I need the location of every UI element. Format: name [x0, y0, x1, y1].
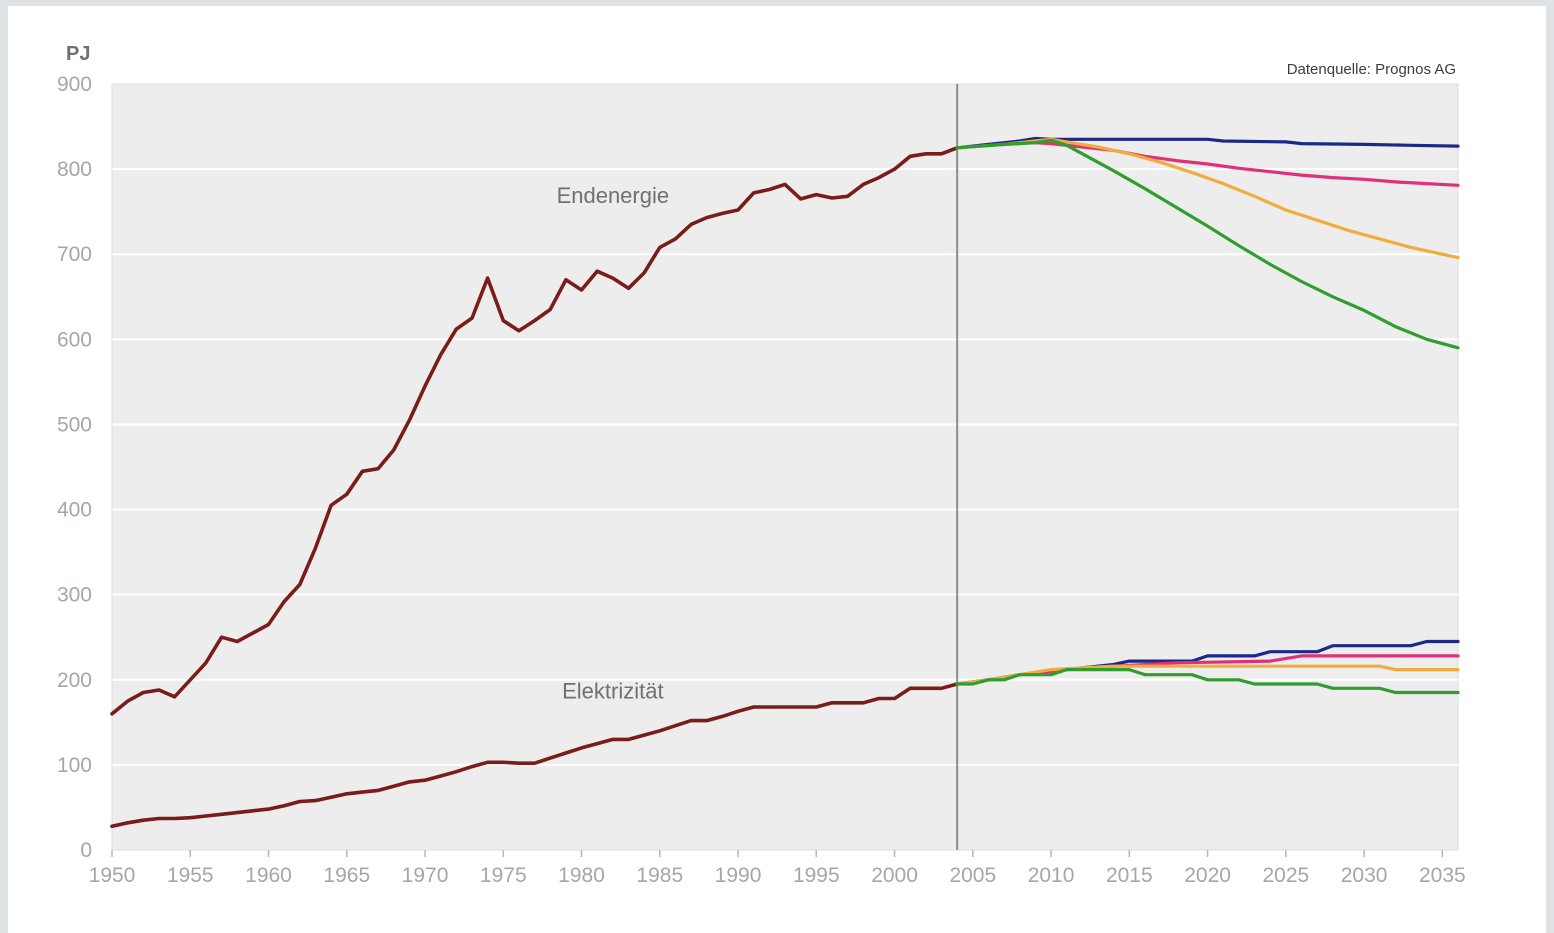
chart-card: 0 100 200 300 400 500 600 700 800 900 1950 1955 196…: [8, 6, 1546, 933]
x-tick-label: 1970: [402, 864, 449, 887]
y-tick-label: 800: [57, 158, 92, 181]
x-tick-label: 1995: [793, 864, 840, 887]
series-line-orange-8: [955, 664, 1460, 686]
annotation-label: Elektrizität: [562, 679, 663, 704]
gridlines: [112, 168, 1458, 766]
x-tick-label: 2025: [1262, 864, 1309, 887]
x-tick-label: 1980: [558, 864, 605, 887]
y-tick-label: 300: [57, 584, 92, 607]
x-tick-label: 2020: [1184, 864, 1231, 887]
series-line-blue-2: [955, 136, 1460, 150]
annotation-label: Endenergie: [557, 183, 670, 208]
y-tick-label: 400: [57, 499, 92, 522]
x-axis-ticks: 1950 1955 1960 1965 1970 1975 1980 1985 1990 1995…: [89, 850, 1466, 887]
x-tick-label: 1985: [636, 864, 683, 887]
x-tick-label: 1965: [323, 864, 370, 887]
x-tick-label: 2000: [871, 864, 918, 887]
x-tick-label: 1955: [167, 864, 214, 887]
line-chart: 0 100 200 300 400 500 600 700 800 900 1950 1955 196…: [57, 43, 1466, 887]
series-line-green-5: [955, 138, 1460, 350]
y-tick-label: 200: [57, 669, 92, 692]
y-tick-label: 600: [57, 328, 92, 351]
plot-area: [111, 83, 1459, 851]
series-line-green-9: [955, 668, 1460, 695]
y-tick-label: 700: [57, 243, 92, 266]
x-tick-label: 2005: [949, 864, 996, 887]
x-tick-label: 1975: [480, 864, 527, 887]
series-line-historic-1: [110, 682, 959, 828]
x-tick-label: 2035: [1419, 864, 1466, 887]
x-tick-label: 1990: [715, 864, 762, 887]
data-source-note: Datenquelle: Prognos AG: [1287, 61, 1456, 78]
x-tick-label: 2010: [1028, 864, 1075, 887]
y-tick-label: 0: [80, 839, 92, 862]
y-axis-unit: PJ: [66, 43, 90, 65]
series-lines: [110, 136, 1460, 828]
x-tick-label: 2030: [1341, 864, 1388, 887]
series-line-pink-3: [955, 141, 1460, 187]
x-tick-label: 1960: [245, 864, 292, 887]
y-tick-label: 500: [57, 413, 92, 436]
y-axis-ticks: 0 100 200 300 400 500 600 700 800 900: [57, 73, 92, 862]
y-tick-label: 100: [57, 754, 92, 777]
x-tick-label: 2015: [1106, 864, 1153, 887]
y-tick-label: 900: [57, 73, 92, 96]
series-line-historic-0: [110, 146, 959, 716]
x-tick-label: 1950: [89, 864, 136, 887]
series-annotations: Endenergie Elektrizität: [557, 183, 670, 703]
